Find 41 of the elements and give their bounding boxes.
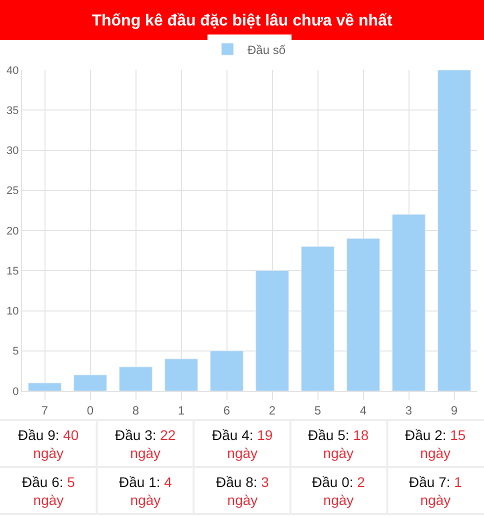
bar xyxy=(438,70,471,391)
x-tick-label: 5 xyxy=(314,403,322,418)
y-tick-label: 15 xyxy=(6,265,19,278)
y-tick-label: 0 xyxy=(12,386,19,398)
text: Đầu 9: 40 ngày xyxy=(18,427,79,462)
text: Đầu 0: 2 ngày xyxy=(312,474,366,508)
x-tick-label: 7 xyxy=(41,403,48,418)
x-tick-label: 6 xyxy=(223,403,230,418)
text: Đầu 8: 3 ngày xyxy=(216,474,270,508)
bar xyxy=(301,246,334,391)
bar xyxy=(119,366,152,391)
text: Đầu 4: 19 ngày xyxy=(212,427,273,462)
y-tick-label: 40 xyxy=(6,64,19,77)
y-tick-label: 25 xyxy=(6,185,19,198)
text: Đầu 2: 15 ngày xyxy=(405,427,466,462)
text: Đầu 7: 1 ngày xyxy=(409,474,462,508)
y-tick-label: 35 xyxy=(6,104,19,117)
x-tick-label: 8 xyxy=(132,403,140,418)
x-tick-label: 9 xyxy=(450,403,458,418)
y-tick-label: 5 xyxy=(12,346,19,358)
y-tick-label: 20 xyxy=(6,225,19,238)
x-tick-label: 1 xyxy=(178,403,185,418)
text: Đầu 6: 5 ngày xyxy=(22,474,76,508)
x-tick-label: 4 xyxy=(360,403,367,418)
text: Đầu 3: 22 ngày xyxy=(115,427,176,462)
x-tick-label: 3 xyxy=(405,403,412,418)
text: Đầu 1: 4 ngày xyxy=(119,474,172,508)
bar xyxy=(346,238,380,391)
x-tick-label: 0 xyxy=(86,403,94,418)
bar xyxy=(28,382,62,391)
bar xyxy=(392,214,426,391)
bar xyxy=(256,270,289,391)
bar xyxy=(74,374,107,391)
x-tick-label: 2 xyxy=(268,403,276,418)
chart-title: Thống kê đầu đặc biệt lâu chưa về nhất xyxy=(92,12,393,30)
y-tick-label: 10 xyxy=(6,306,19,318)
text: Đầu 5: 18 ngày xyxy=(308,427,369,462)
legend-label: Đầu số xyxy=(248,42,286,57)
bar xyxy=(164,358,198,391)
y-tick-label: 30 xyxy=(6,145,19,158)
bar xyxy=(210,350,244,391)
